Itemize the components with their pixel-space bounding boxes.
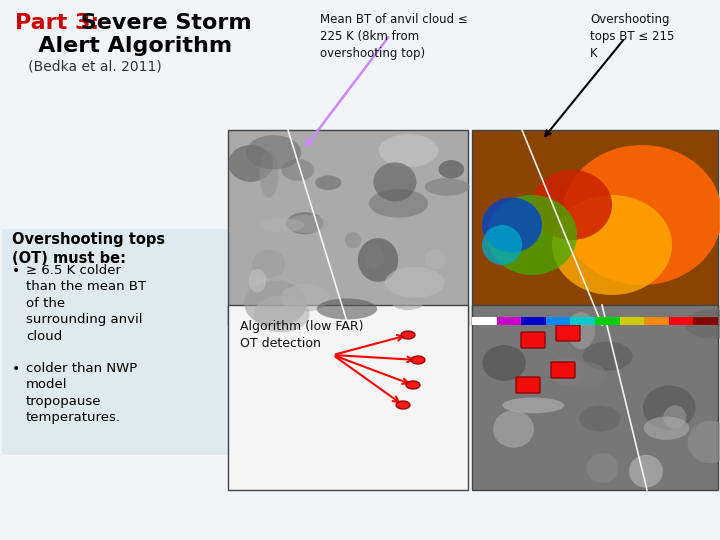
Ellipse shape (260, 218, 305, 232)
Text: Overshooting tops
(OT) must be:: Overshooting tops (OT) must be: (12, 232, 165, 266)
Ellipse shape (385, 267, 445, 298)
Ellipse shape (315, 176, 341, 190)
Ellipse shape (482, 225, 522, 265)
Ellipse shape (629, 455, 663, 488)
Ellipse shape (391, 294, 424, 310)
Ellipse shape (396, 401, 410, 409)
Ellipse shape (586, 453, 618, 483)
Ellipse shape (663, 406, 686, 429)
Ellipse shape (688, 421, 720, 463)
Text: Mean BT of anvil cloud ≤
225 K (8km from
overshooting top): Mean BT of anvil cloud ≤ 225 K (8km from… (320, 13, 468, 60)
Ellipse shape (228, 145, 274, 182)
Ellipse shape (285, 215, 328, 233)
Ellipse shape (411, 356, 425, 364)
Ellipse shape (493, 410, 534, 448)
FancyBboxPatch shape (551, 362, 575, 378)
Bar (620, 317, 644, 325)
Bar (546, 317, 570, 325)
Text: Part 3:: Part 3: (15, 13, 99, 33)
Bar (472, 305, 718, 490)
Ellipse shape (643, 386, 696, 430)
Ellipse shape (644, 416, 689, 440)
Ellipse shape (345, 232, 361, 248)
Bar (472, 317, 497, 325)
Ellipse shape (246, 135, 301, 170)
Bar (228, 130, 468, 325)
Ellipse shape (562, 145, 720, 285)
Ellipse shape (366, 246, 384, 268)
Ellipse shape (252, 250, 285, 278)
Ellipse shape (562, 362, 606, 389)
Ellipse shape (254, 296, 310, 333)
Text: (Bedka et al. 2011): (Bedka et al. 2011) (15, 60, 162, 74)
Ellipse shape (260, 151, 279, 198)
Ellipse shape (438, 160, 464, 179)
Ellipse shape (282, 159, 314, 181)
Bar (472, 130, 718, 325)
Bar (570, 317, 595, 325)
Bar (521, 317, 546, 325)
Bar (472, 130, 718, 325)
Ellipse shape (582, 342, 633, 370)
FancyBboxPatch shape (556, 325, 580, 341)
Ellipse shape (425, 249, 446, 269)
Ellipse shape (374, 163, 416, 201)
FancyBboxPatch shape (2, 229, 230, 455)
FancyBboxPatch shape (521, 332, 545, 348)
Text: Algorithm (low FAR)
OT detection: Algorithm (low FAR) OT detection (240, 320, 364, 350)
Ellipse shape (503, 397, 564, 413)
Bar (693, 317, 718, 325)
Ellipse shape (379, 134, 438, 167)
Bar (497, 317, 521, 325)
Ellipse shape (406, 381, 420, 389)
Text: Severe Storm: Severe Storm (73, 13, 251, 33)
Bar (595, 317, 620, 325)
Text: •: • (12, 362, 20, 376)
FancyBboxPatch shape (516, 377, 540, 393)
Ellipse shape (401, 331, 415, 339)
Text: Overshooting
tops BT ≤ 215
K: Overshooting tops BT ≤ 215 K (590, 13, 675, 60)
Ellipse shape (549, 357, 585, 386)
Bar (644, 317, 669, 325)
Ellipse shape (487, 195, 577, 275)
Ellipse shape (532, 170, 612, 240)
Ellipse shape (317, 299, 377, 320)
Ellipse shape (685, 309, 720, 339)
Text: •: • (12, 264, 20, 278)
Ellipse shape (244, 281, 307, 327)
Ellipse shape (369, 189, 428, 218)
Bar (669, 317, 693, 325)
Ellipse shape (552, 195, 672, 295)
Ellipse shape (482, 345, 526, 381)
Ellipse shape (280, 284, 330, 312)
Ellipse shape (249, 269, 266, 292)
Ellipse shape (482, 198, 542, 253)
Bar (228, 305, 468, 490)
Text: colder than NWP
model
tropopause
temperatures.: colder than NWP model tropopause tempera… (26, 362, 138, 424)
Ellipse shape (358, 238, 398, 282)
Text: ≥ 6.5 K colder
than the mean BT
of the
surrounding anvil
cloud: ≥ 6.5 K colder than the mean BT of the s… (26, 264, 146, 343)
Ellipse shape (425, 178, 469, 195)
Text: Alert Algorithm: Alert Algorithm (15, 36, 232, 56)
Ellipse shape (287, 212, 323, 234)
Ellipse shape (567, 312, 595, 349)
Ellipse shape (579, 406, 621, 431)
